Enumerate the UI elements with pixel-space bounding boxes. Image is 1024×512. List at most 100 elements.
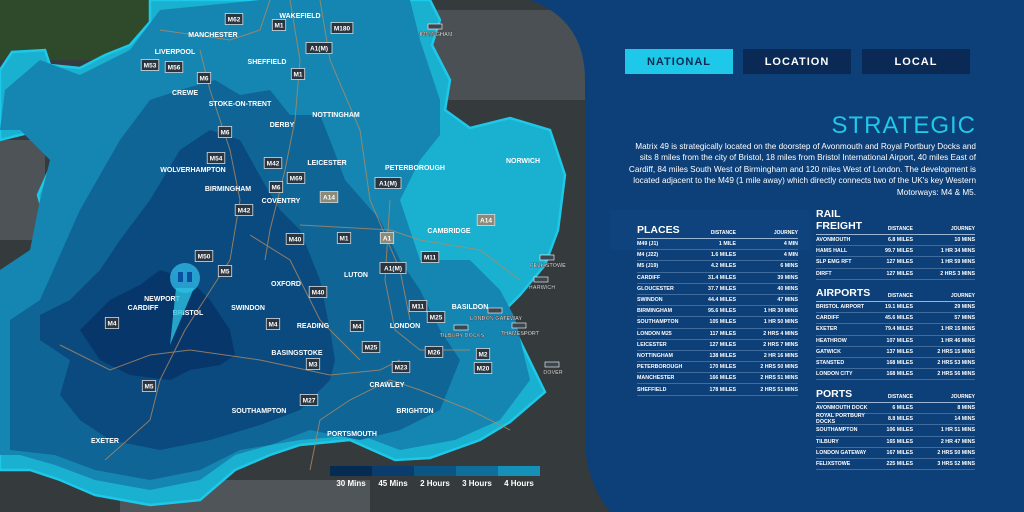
city-label: BASILDON — [452, 304, 489, 311]
road-label: M25 — [430, 315, 443, 322]
road-badge: M4 — [265, 318, 281, 330]
city-label: SOUTHAMPTON — [232, 408, 287, 415]
road-badge: M4 — [349, 320, 365, 332]
road-badge: A1(M) — [305, 42, 333, 54]
road-badge: M40 — [285, 233, 305, 245]
road-label: M50 — [198, 254, 211, 261]
road-badge: M20 — [473, 362, 493, 374]
port-marker: THAMESPORT — [501, 322, 540, 337]
road-badge: M180 — [330, 22, 354, 34]
road-label: M1 — [339, 236, 348, 243]
road-label: M69 — [290, 176, 303, 183]
road-badge: M50 — [194, 250, 214, 262]
road-badge: A1(M) — [374, 177, 402, 189]
road-label: M40 — [289, 237, 302, 244]
road-label: M3 — [308, 362, 317, 369]
city-label: BRIGHTON — [396, 408, 433, 415]
road-label: M53 — [144, 63, 157, 70]
tab-national[interactable]: NATIONAL — [625, 49, 733, 74]
road-label: M4 — [352, 324, 361, 331]
road-label: M6 — [220, 130, 229, 137]
port-label: LONDON GATEWAY — [470, 316, 523, 322]
city-label: CAMBRIDGE — [427, 228, 470, 235]
port-marker: FELIXSTOWE — [530, 254, 566, 269]
ship-icon — [533, 276, 549, 283]
road-badge: M25 — [426, 311, 446, 323]
road-badge: A1 — [379, 232, 395, 244]
city-label: COVENTRY — [262, 198, 301, 205]
road-label: A1(M) — [384, 266, 402, 273]
legend-bar — [330, 466, 540, 476]
road-label: M25 — [365, 345, 378, 352]
legend-swatch-4-hours — [498, 466, 540, 476]
port-label: HARWICH — [529, 285, 556, 291]
port-label: TILBURY DOCKS — [440, 333, 485, 339]
road-badge: M42 — [234, 204, 254, 216]
city-label: READING — [297, 323, 330, 330]
city-label: NOTTINGHAM — [312, 112, 360, 119]
city-label: MANCHESTER — [188, 32, 237, 39]
ship-icon — [544, 361, 560, 368]
road-label: M1 — [274, 23, 283, 30]
road-badge: M11 — [408, 300, 428, 312]
road-badge: M6 — [196, 72, 212, 84]
zone-30-mins — [80, 270, 235, 380]
road-label: M42 — [238, 208, 251, 215]
road-badge: M6 — [217, 126, 233, 138]
ship-icon — [511, 322, 527, 329]
road-label: M4 — [107, 321, 116, 328]
city-label: NORWICH — [506, 158, 540, 165]
road-badge: M62 — [224, 13, 244, 25]
road-label: A1(M) — [310, 46, 328, 53]
city-label: EXETER — [91, 438, 119, 445]
city-label: CRAWLEY — [370, 382, 405, 389]
ship-icon — [427, 23, 443, 30]
city-label: SWINDON — [231, 305, 265, 312]
port-marker: LONDON GATEWAY — [470, 307, 523, 322]
road-badge: M26 — [424, 346, 444, 358]
road-badge: A1(M) — [379, 262, 407, 274]
road-label: M1 — [293, 72, 302, 79]
city-label: LONDON — [390, 323, 420, 330]
city-label: CREWE — [172, 90, 198, 97]
city-label: NEWPORT — [144, 296, 181, 303]
road-label: M26 — [428, 350, 441, 357]
legend-swatch-30-mins — [330, 466, 372, 476]
road-label: M4 — [268, 322, 277, 329]
road-label: M40 — [312, 290, 325, 297]
port-marker: DOVER — [543, 361, 563, 376]
city-label: LEICESTER — [307, 160, 346, 167]
motorway-lines — [59, 0, 521, 471]
city-label: WAKEFIELD — [279, 13, 320, 20]
road-label: A1 — [383, 236, 392, 243]
road-badge: M11 — [420, 251, 440, 263]
road-badge: M1 — [290, 68, 306, 80]
road-badge: M53 — [140, 59, 160, 71]
road-label: M6 — [271, 185, 280, 192]
city-label: LIVERPOOL — [155, 49, 196, 56]
port-marker: TILBURY DOCKS — [439, 324, 485, 339]
matrix49-location-pin[interactable] — [170, 263, 200, 345]
road-label: M54 — [210, 156, 223, 163]
city-label: PORTSMOUTH — [327, 431, 377, 438]
road-label: M27 — [303, 398, 316, 405]
port-label: THAMESPORT — [501, 331, 540, 337]
ship-icon — [453, 324, 469, 331]
road-badge: M27 — [299, 394, 319, 406]
road-badge: M1 — [271, 19, 287, 31]
tab-local[interactable]: LOCAL — [862, 49, 970, 74]
legend-swatch-45-mins — [372, 466, 414, 476]
road-badge: A14 — [319, 191, 339, 203]
ship-icon — [487, 307, 503, 314]
port-label: IMMINGHAM — [420, 32, 453, 38]
road-label: M5 — [220, 269, 229, 276]
tab-location[interactable]: LOCATION — [743, 49, 851, 74]
info-panel-background — [530, 0, 1024, 512]
road-badge: M69 — [286, 172, 306, 184]
port-label: FELIXSTOWE — [530, 263, 566, 269]
road-badge: M4 — [104, 317, 120, 329]
road-badge: M3 — [305, 358, 321, 370]
city-label: OXFORD — [271, 281, 301, 288]
city-label: SHEFFIELD — [248, 59, 287, 66]
